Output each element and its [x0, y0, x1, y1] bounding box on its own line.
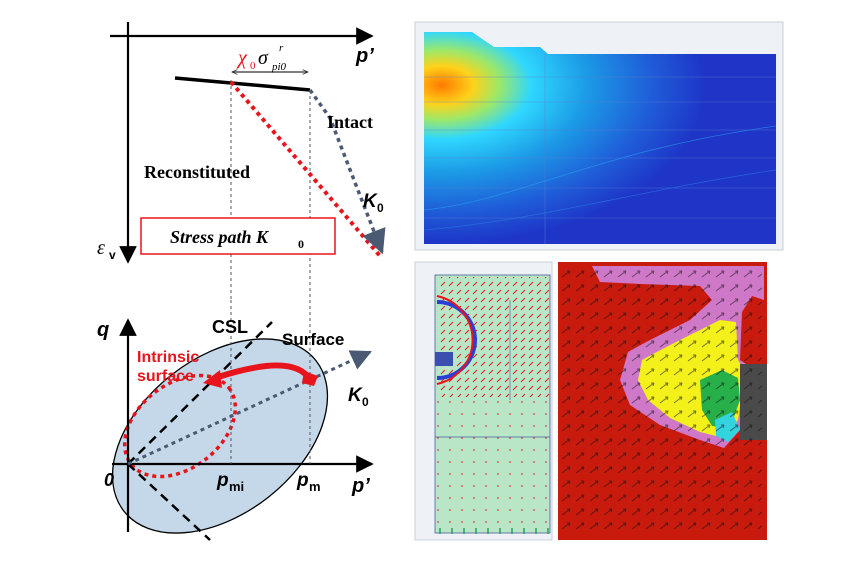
- svg-text:0: 0: [298, 237, 304, 251]
- tunnel-ring-outer: [436, 295, 474, 385]
- csl-label: CSL: [212, 317, 248, 337]
- svg-text:p: p: [296, 470, 309, 491]
- intrinsic-arrowhead: [203, 370, 222, 388]
- contour-plot-panel: [414, 21, 784, 251]
- surface-point-marker: [302, 371, 318, 386]
- q-axis-label: q: [97, 319, 109, 341]
- tunnel-machine: [435, 352, 453, 366]
- intrinsic-surface-ellipse: [122, 373, 238, 479]
- vector-dense-zone: [437, 277, 550, 397]
- csl-line: [127, 321, 273, 465]
- compression-diagram: p’ ε v χ 0 σ r pi0 Intact Reconstituted …: [97, 22, 386, 300]
- svg-text:K: K: [348, 385, 363, 406]
- contour-field: [424, 32, 776, 244]
- k0-label-bottom: K 0: [348, 385, 369, 409]
- face-failure-panel: [558, 262, 767, 540]
- yield-surface-diagram: q p’ 0 CSL Surface Intrinsic surface K 0…: [97, 300, 374, 541]
- svg-text:0: 0: [250, 60, 256, 72]
- svg-text:χ: χ: [236, 47, 248, 69]
- svg-text:K: K: [363, 191, 378, 212]
- svg-text:p: p: [216, 470, 229, 491]
- p-axis-bottom-label: p’: [351, 475, 370, 497]
- origin-label: 0: [104, 470, 114, 490]
- stress-path-label: Stress path K 0: [170, 227, 304, 251]
- contour-mesh-lines: [424, 54, 776, 244]
- contour-iso-line: [423, 169, 777, 231]
- intrinsic-label-line2: surface: [137, 368, 194, 385]
- reconstituted-line: [229, 80, 382, 258]
- tunnel-ring: [436, 300, 477, 380]
- contour-iso-line: [423, 125, 777, 211]
- svg-text:r: r: [279, 42, 284, 54]
- stress-path-box: [140, 217, 336, 255]
- k0-label-top: K 0: [363, 191, 384, 215]
- intrinsic-label-line1: Intrinsic: [137, 349, 199, 366]
- vector-sparse-zone: [437, 397, 550, 531]
- chi-sigma-label: χ 0 σ r pi0: [236, 42, 287, 73]
- svg-text:m: m: [309, 479, 321, 494]
- surface-ellipse: [111, 338, 329, 534]
- svg-text:0: 0: [377, 201, 384, 215]
- svg-text:ε: ε: [97, 237, 105, 259]
- intact-k0-path: [308, 88, 386, 255]
- displacement-vector-panel: [414, 261, 553, 541]
- intact-label: Intact: [327, 112, 373, 132]
- svg-text:pi0: pi0: [271, 61, 287, 73]
- bottom-support-ticks: [439, 528, 549, 534]
- svg-text:mi: mi: [229, 479, 244, 494]
- svg-text:v: v: [109, 248, 116, 262]
- ev-axis-label: ε v: [97, 237, 116, 262]
- pmi-label: p mi: [216, 470, 244, 494]
- reconstituted-label: Reconstituted: [144, 162, 250, 182]
- svg-text:0: 0: [362, 395, 369, 409]
- failure-arrows: [562, 266, 762, 536]
- pm-label: p m: [296, 470, 321, 494]
- svg-text:Stress path K: Stress path K: [170, 227, 270, 247]
- intact-line: [174, 76, 311, 92]
- p-axis-label: p’: [355, 45, 374, 67]
- svg-text:σ: σ: [258, 47, 269, 69]
- csl-mirror-line: [127, 463, 211, 541]
- surface-label: Surface: [282, 330, 344, 349]
